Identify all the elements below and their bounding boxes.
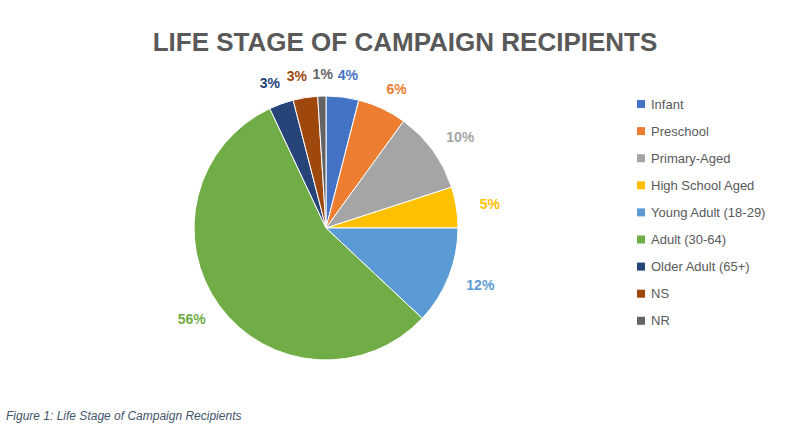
data-label: 12% [466,277,495,293]
legend-label: Primary-Aged [651,151,730,166]
legend-swatch [637,290,645,298]
legend-swatch [637,100,645,108]
legend-label: Preschool [651,124,709,139]
legend-swatch [637,181,645,189]
data-label: 4% [338,67,359,83]
background [0,0,810,434]
legend: Infant Preschool Primary-Aged High School A… [637,97,765,329]
data-label: 3% [260,75,281,91]
pie [194,96,458,360]
legend-label: Young Adult (18-29) [651,205,765,220]
legend-label: NR [651,313,670,328]
legend-label: Adult (30-64) [651,232,726,247]
legend-swatch [637,127,645,135]
pie-slice [318,96,326,228]
legend-label: Older Adult (65+) [651,259,750,274]
data-label: 56% [178,311,207,327]
data-labels: 4% 6% 10% 5% 12% 56% 3% 3% 1% [178,66,501,326]
data-label: 6% [387,81,408,97]
data-label: 5% [480,196,501,212]
data-label: 1% [313,66,334,82]
pie-slice [293,96,326,228]
chart-title: LIFE STAGE OF CAMPAIGN RECIPIENTS [153,27,658,57]
data-label: 3% [287,68,308,84]
pie-slice [326,187,458,228]
legend-label: Infant [651,97,684,112]
legend-swatch [637,263,645,271]
legend-swatch [637,317,645,325]
legend-swatch [637,208,645,216]
legend-label: High School Aged [651,178,754,193]
legend-label: NS [651,286,669,301]
caption: Figure 1: Life Stage of Campaign Recipie… [6,409,241,423]
legend-swatch [637,154,645,162]
data-label: 10% [446,129,475,145]
legend-swatch [637,236,645,244]
chart: LIFE STAGE OF CAMPAIGN RECIPIENTS 4% 6% 10%… [0,0,810,434]
